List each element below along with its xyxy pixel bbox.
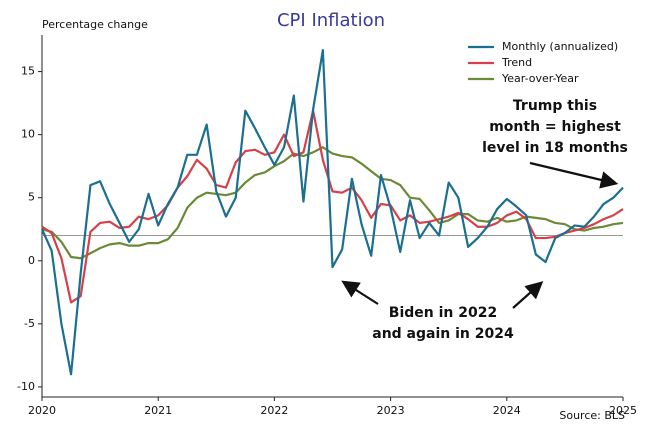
legend-label: Year-over-Year	[501, 72, 579, 85]
source: Source: BLS	[559, 409, 625, 422]
x-tick-label: 2024	[493, 404, 521, 417]
annotation: level in 18 months	[482, 140, 628, 156]
y-tick-label: 0	[28, 254, 35, 267]
arrow	[512, 281, 544, 309]
chart-title: CPI Inflation	[277, 10, 385, 31]
y-axis-label: Percentage change	[42, 18, 148, 31]
x-tick-label: 2025	[609, 404, 637, 417]
legend-label: Monthly (annualized)	[502, 40, 618, 53]
annotation: Trump this	[513, 98, 597, 114]
arrow	[529, 161, 619, 189]
x-tick-label: 2021	[144, 404, 172, 417]
annotation: Biden in 2022	[389, 305, 497, 321]
series-line	[40, 49, 624, 376]
annotation: month = highest	[489, 119, 621, 135]
y-tick-label: 10	[21, 128, 35, 141]
x-tick-label: 2023	[377, 404, 405, 417]
x-tick-label: 2020	[28, 404, 56, 417]
y-tick-label: 15	[21, 65, 35, 78]
arrow	[341, 280, 379, 305]
y-tick-label: -10	[17, 380, 35, 393]
y-tick-label: -5	[24, 317, 35, 330]
annotation: and again in 2024	[372, 326, 514, 342]
x-tick-label: 2022	[260, 404, 288, 417]
legend-label: Trend	[501, 56, 532, 69]
y-tick-label: 5	[28, 191, 35, 204]
